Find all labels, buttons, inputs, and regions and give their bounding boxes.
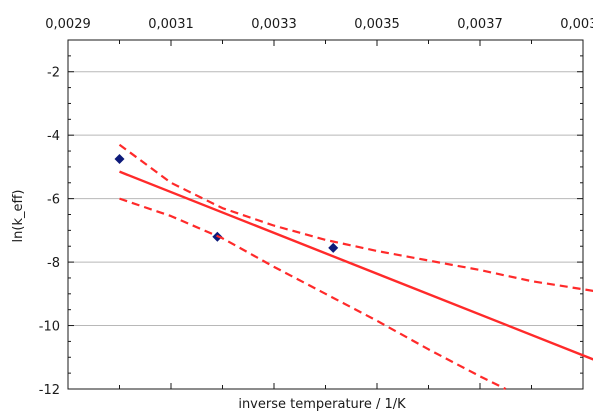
x-tick-label: 0,0037 (457, 17, 503, 32)
y-axis-title: ln(k_eff) (11, 190, 26, 243)
y-axis-ticks: -2 -4 -6 -8 -10 -12 (39, 39, 583, 398)
plot-frame (67, 39, 584, 390)
x-axis-title: inverse temperature / 1/K (238, 397, 406, 412)
y-tick-label: -12 (39, 383, 60, 398)
data-series (114, 143, 593, 390)
y-tick-label: -4 (47, 129, 60, 144)
x-tick-label: 0,0031 (148, 17, 194, 32)
plot-border (67, 39, 584, 390)
y-tick-label: -10 (39, 320, 60, 335)
x-tick-label: 0,0035 (354, 17, 400, 32)
data-point-marker (328, 242, 339, 253)
y-tick-label: -8 (47, 256, 60, 271)
x-tick-label: 0,0033 (251, 17, 297, 32)
lower-confidence-line (119, 197, 507, 390)
x-tick-label: 0,0039 (560, 17, 593, 32)
regression-line (119, 170, 593, 361)
gridlines (68, 71, 583, 327)
x-axis-ticks: 0,0029 0,0031 0,0033 0,0035 0,0037 0,0039 (45, 17, 593, 389)
data-point-marker (114, 153, 125, 164)
upper-confidence-line (118, 143, 593, 292)
y-tick-label: -2 (47, 66, 60, 81)
y-tick-label: -6 (47, 193, 60, 208)
x-tick-label: 0,0029 (45, 17, 91, 32)
